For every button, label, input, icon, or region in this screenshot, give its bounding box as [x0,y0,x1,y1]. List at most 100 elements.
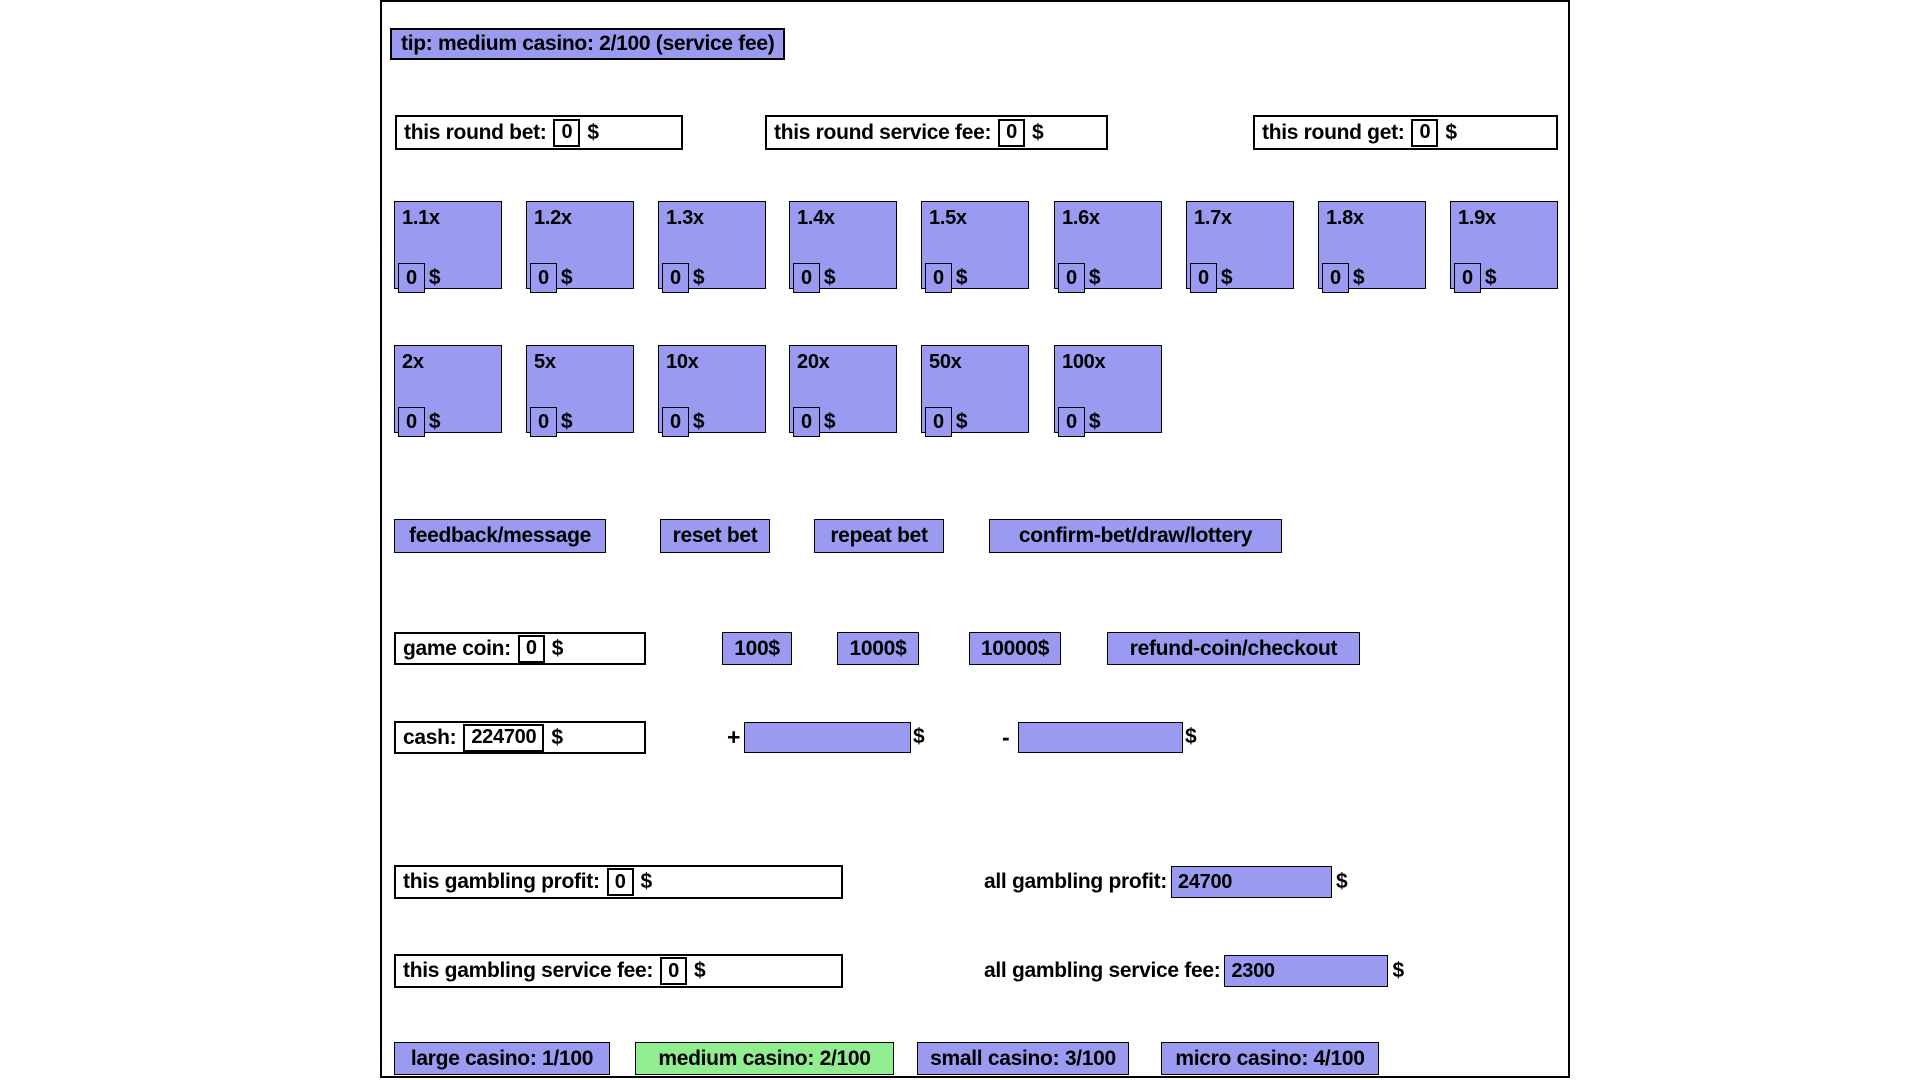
currency-symbol: $ [1185,725,1197,748]
multiplier-bet-input[interactable]: 0 [1058,407,1085,437]
currency-symbol: $ [1352,266,1365,289]
reset-bet-label: reset bet [672,524,758,547]
currency-symbol: $ [1088,410,1101,433]
currency-symbol: $ [1336,870,1348,893]
multiplier-label: 1.2x [534,207,572,229]
currency-symbol: $ [551,725,563,749]
currency-symbol: $ [1392,959,1404,982]
micro-casino-label: micro casino: 4/100 [1175,1046,1365,1070]
multiplier-bet-input[interactable]: 0 [1454,263,1481,293]
feedback-message-label: feedback/message [409,524,591,547]
currency-symbol: $ [823,266,836,289]
this-round-service-fee-box: this round service fee: 0 $ [765,115,1108,150]
multiplier-bet-input[interactable]: 0 [398,263,425,293]
multiplier-bet-input[interactable]: 0 [793,407,820,437]
currency-symbol: $ [823,410,836,433]
multiplier-tile-100x[interactable]: 100x 0 $ [1054,345,1162,437]
reset-bet-button[interactable]: reset bet [660,519,770,553]
multiplier-bet-input[interactable]: 0 [1058,263,1085,293]
currency-symbol: $ [428,266,441,289]
multiplier-tile-1.8x[interactable]: 1.8x 0 $ [1318,201,1426,293]
currency-symbol: $ [560,410,573,433]
multiplier-label: 1.6x [1062,207,1100,229]
cash-box: cash: 224700 $ [394,721,646,754]
multiplier-bet-input[interactable]: 0 [1190,263,1217,293]
multiplier-tile-1.1x[interactable]: 1.1x 0 $ [394,201,502,293]
multiplier-tile-50x[interactable]: 50x 0 $ [921,345,1029,437]
multiplier-tile-2x[interactable]: 2x 0 $ [394,345,502,437]
this-round-service-fee-label: this round service fee: [774,120,992,144]
cash-minus-input-wrap [1018,722,1183,753]
multiplier-tile-1.3x[interactable]: 1.3x 0 $ [658,201,766,293]
micro-casino-button[interactable]: micro casino: 4/100 [1161,1042,1379,1075]
repeat-bet-label: repeat bet [830,524,928,547]
all-gambling-profit-row: all gambling profit: 24700 $ [984,865,1348,899]
feedback-message-button[interactable]: feedback/message [394,519,606,553]
repeat-bet-button[interactable]: repeat bet [814,519,944,553]
currency-symbol: $ [692,410,705,433]
this-round-get-value: 0 [1411,118,1439,147]
cash-plus-input[interactable] [744,722,911,753]
add-10000-button[interactable]: 10000$ [969,632,1061,665]
multiplier-label: 20x [797,351,830,373]
small-casino-button[interactable]: small casino: 3/100 [917,1042,1129,1075]
currency-symbol: $ [1220,266,1233,289]
multiplier-tile-1.2x[interactable]: 1.2x 0 $ [526,201,634,293]
this-gambling-profit-label: this gambling profit: [403,870,600,893]
multiplier-bet-input[interactable]: 0 [793,263,820,293]
multiplier-tile-1.9x[interactable]: 1.9x 0 $ [1450,201,1558,293]
this-round-bet-label: this round bet: [404,120,547,144]
all-gambling-profit-value: 24700 [1171,866,1332,898]
multiplier-tile-1.6x[interactable]: 1.6x 0 $ [1054,201,1162,293]
multiplier-label: 10x [666,351,699,373]
currency-symbol: $ [1088,266,1101,289]
multiplier-label: 1.4x [797,207,835,229]
medium-casino-button[interactable]: medium casino: 2/100 [635,1042,894,1075]
currency-symbol: $ [1484,266,1497,289]
multiplier-tile-1.4x[interactable]: 1.4x 0 $ [789,201,897,293]
add-1000-button[interactable]: 1000$ [837,632,919,665]
large-casino-label: large casino: 1/100 [410,1046,594,1070]
minus-sign: - [1002,724,1010,750]
refund-coin-label: refund-coin/checkout [1129,636,1338,660]
tip-banner: tip: medium casino: 2/100 (service fee) [390,28,786,60]
multiplier-bet-input[interactable]: 0 [662,263,689,293]
multiplier-bet-input[interactable]: 0 [1322,263,1349,293]
multiplier-tile-1.7x[interactable]: 1.7x 0 $ [1186,201,1294,293]
multiplier-bet-input[interactable]: 0 [530,263,557,293]
this-gambling-service-fee-label: this gambling service fee: [403,959,654,982]
multiplier-tile-5x[interactable]: 5x 0 $ [526,345,634,437]
large-casino-button[interactable]: large casino: 1/100 [394,1042,610,1075]
multiplier-label: 1.1x [402,207,440,229]
multiplier-label: 1.8x [1326,207,1364,229]
multiplier-tile-10x[interactable]: 10x 0 $ [658,345,766,437]
add-100-button[interactable]: 100$ [722,632,792,665]
multiplier-bet-input[interactable]: 0 [662,407,689,437]
multiplier-bet-input[interactable]: 0 [925,263,952,293]
confirm-bet-label: confirm-bet/draw/lottery [1018,524,1253,547]
this-round-get-label: this round get: [1262,120,1405,144]
currency-symbol: $ [551,636,564,660]
all-gambling-service-fee-row: all gambling service fee: 2300 $ [984,954,1404,988]
multiplier-bet-input[interactable]: 0 [925,407,952,437]
multiplier-bet-input[interactable]: 0 [530,407,557,437]
currency-symbol: $ [560,266,573,289]
currency-symbol: $ [955,266,968,289]
multiplier-tile-1.5x[interactable]: 1.5x 0 $ [921,201,1029,293]
multiplier-tile-20x[interactable]: 20x 0 $ [789,345,897,437]
confirm-bet-draw-lottery-button[interactable]: confirm-bet/draw/lottery [989,519,1282,553]
all-gambling-service-fee-label: all gambling service fee: [984,959,1221,982]
refund-coin-checkout-button[interactable]: refund-coin/checkout [1107,632,1360,665]
casino-panel: tip: medium casino: 2/100 (service fee) … [380,0,1570,1078]
this-gambling-service-fee-value: 0 [660,957,687,985]
cash-minus-input[interactable] [1018,722,1183,753]
multiplier-label: 1.3x [666,207,704,229]
currency-symbol: $ [1445,120,1457,144]
multiplier-bet-input[interactable]: 0 [398,407,425,437]
currency-symbol: $ [693,959,706,982]
multiplier-label: 1.5x [929,207,967,229]
tip-text: tip: medium casino: 2/100 (service fee) [401,32,775,55]
cash-value: 224700 [463,723,545,752]
currency-symbol: $ [587,120,599,144]
this-round-get-box: this round get: 0 $ [1253,115,1558,150]
